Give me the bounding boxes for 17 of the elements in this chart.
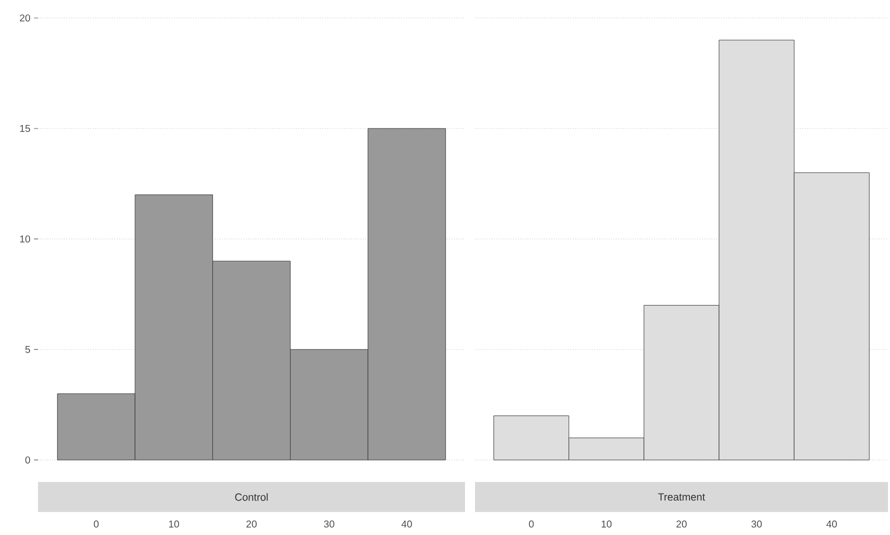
y-tick-label: 15 [20,125,30,132]
x-tick-label: 0 [528,520,534,528]
x-tick-label: 10 [602,520,612,528]
x-tick-label: 0 [94,520,99,528]
x-tick-label: 20 [676,520,687,528]
x-tick-label: 10 [169,520,180,528]
text: Treatment [658,493,706,501]
text: Control [235,493,268,501]
y-tick-label: 20 [20,14,30,22]
y-tick-label: 10 [20,235,30,243]
x-tick-label: 30 [324,520,334,528]
y-tick-label: 5 [25,346,30,353]
x-tick-label: 40 [401,520,412,528]
x-tick-label: 40 [826,520,837,528]
y-tick-label: 0 [25,456,30,464]
x-tick-label: 30 [751,520,762,528]
x-tick-label: 20 [246,520,257,528]
